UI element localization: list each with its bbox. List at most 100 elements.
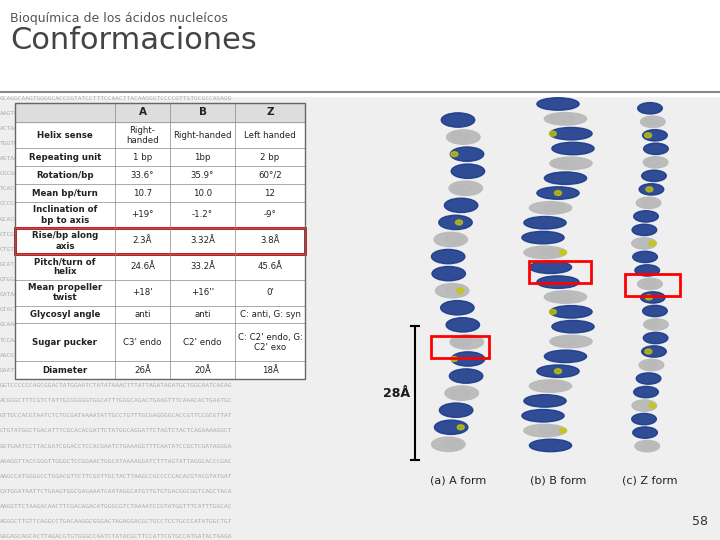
Text: anti: anti (194, 310, 211, 319)
Ellipse shape (638, 103, 662, 114)
Text: Conformaciones: Conformaciones (10, 26, 257, 55)
Text: Z: Z (266, 107, 274, 118)
Ellipse shape (643, 332, 668, 343)
Ellipse shape (524, 246, 566, 259)
Ellipse shape (446, 318, 480, 332)
Ellipse shape (649, 241, 656, 246)
Text: +16'': +16'' (191, 288, 214, 297)
Ellipse shape (552, 338, 577, 345)
Ellipse shape (456, 220, 462, 225)
Text: 45.6Å: 45.6Å (258, 262, 282, 271)
Text: GTACTATGTTAAATGCCAATCAGGAACCTCGGACTGGTTGGTGAATCTTCCCAGAGAGACTA: GTACTATGTTAAATGCCAATCAGGAACCTCGGACTGGTTG… (0, 307, 233, 312)
Ellipse shape (529, 380, 572, 392)
Text: Glycosyl angle: Glycosyl angle (30, 310, 100, 319)
Text: 28Å: 28Å (383, 387, 410, 400)
Text: GCACGAACGACGCTATGTTGCTCTCGTGTGGTTTACAAGTCGATGTGTACACTGACACACCT: GCACGAACGACGCTATGTTGCTCTCGTGTGGTTTACAAGT… (0, 217, 233, 221)
Text: AAAGGTTACCGGGTTGGGCTCCGGAACTGGCATAAAAGGATCTTTAGTATTAGGCACCCGAC: AAAGGTTACCGGGTTGGGCTCCGGAACTGGCATAAAAGGA… (0, 458, 233, 464)
Text: GAGAGCAGCACTTAGACGTGTGGGCCAATCTATACGCTTCCATTCGTGCCATGATACTAAGA: GAGAGCAGCACTTAGACGTGTGGGCCAATCTATACGCTTC… (0, 534, 233, 539)
Ellipse shape (446, 286, 464, 295)
Ellipse shape (537, 365, 579, 377)
Text: CTGTATGGCTGACATTTCGCACACGATTCTATGGCAGGATTCTAGTCTACTCAGAAAAGGCT: CTGTATGGCTGACATTTCGCACACGATTCTATGGCAGGAT… (0, 428, 233, 434)
Text: AGGGCTTGTTCAGGCCTGACAAGGCGGGACTAGAGGACGCTGCCTCCTGCCCATATGGCTGT: AGGGCTTGTTCAGGCCTGACAAGGCGGGACTAGAGGACGC… (0, 519, 233, 524)
Ellipse shape (539, 427, 564, 434)
Ellipse shape (449, 369, 483, 383)
Bar (0, 0, 720, 96)
Text: Pitch/turn of
helix: Pitch/turn of helix (35, 257, 96, 276)
Ellipse shape (451, 152, 458, 157)
Ellipse shape (542, 382, 566, 390)
Ellipse shape (642, 170, 666, 181)
Text: 2 bp: 2 bp (261, 153, 279, 162)
Ellipse shape (646, 187, 653, 192)
Ellipse shape (529, 261, 572, 274)
Text: B: B (199, 107, 207, 118)
Text: GCAGGCAAGTGGGGCACCCGTATCCTTTCCAACTTACAAGGGTCCCCGTTGTGCGCCAGAGG: GCAGGCAAGTGGGGCACCCGTATCCTTTCCAACTTACAAG… (0, 96, 233, 100)
Text: GAATTGGGTCCTTTTTTGGGGTCATACGCTGTGAAACTCATACCCATTATATGGCGGGAGGC: GAATTGGGTCCTTTTTTGGGGTCATACGCTGTGAAACTCA… (0, 368, 233, 373)
Text: CTGTATATGGACAATTAGTCTTCACAAACAGCGATAGGCTCGATAATCAGATTTCACCTTCA: CTGTATATGGACAATTAGTCTTCACAAACAGCGATAGGCT… (0, 247, 233, 252)
Ellipse shape (457, 425, 464, 430)
Text: (c) Z form: (c) Z form (622, 476, 678, 486)
Ellipse shape (550, 306, 592, 318)
Ellipse shape (559, 428, 567, 433)
Ellipse shape (636, 373, 661, 384)
Ellipse shape (524, 424, 566, 437)
Text: 24.6Å: 24.6Å (130, 262, 155, 271)
Text: AAGGTTCTAAGACAACTTCGACAGACATGGGCGTCTAAAATCCGTATGGTTTCATTTGGCAC: AAGGTTCTAAGACAACTTCGACAGACATGGGCGTCTAAAA… (0, 504, 233, 509)
Ellipse shape (550, 157, 592, 170)
Ellipse shape (642, 443, 656, 449)
Ellipse shape (644, 118, 658, 125)
Text: 0': 0' (266, 288, 274, 297)
Ellipse shape (646, 321, 660, 328)
Ellipse shape (632, 224, 657, 235)
Ellipse shape (643, 305, 667, 316)
Ellipse shape (450, 335, 484, 349)
Text: CATGGATAATTCTGAAGTGGCGAGAAATCAATAGGCATGTTGTGTGACGGCGGTCAGCTACA: CATGGATAATTCTGAAGTGGCGAGAAATCAATAGGCATGT… (0, 489, 233, 494)
Ellipse shape (451, 352, 485, 366)
Text: CCCCGGACACCGGTGTTTTTAGTCGGTATACGCAACACGCGCACACCTATATGCAACAATAG: CCCCGGACACCGGTGTTTTTAGTCGGTATACGCAACACGC… (0, 201, 233, 206)
Ellipse shape (529, 201, 572, 214)
Ellipse shape (552, 320, 594, 333)
Ellipse shape (441, 301, 474, 315)
Ellipse shape (631, 238, 657, 249)
Ellipse shape (640, 240, 654, 247)
Ellipse shape (644, 362, 657, 368)
Text: 33.6°: 33.6° (131, 171, 154, 180)
Text: C: anti, G: syn: C: anti, G: syn (240, 310, 300, 319)
Text: -9°: -9° (264, 211, 276, 219)
Ellipse shape (445, 386, 478, 400)
Ellipse shape (522, 409, 564, 422)
Ellipse shape (451, 356, 457, 361)
Text: 1bp: 1bp (194, 153, 211, 162)
Text: TGGTGGAGGTTCAGGCGACACCTAGGAGGACACGGGTCTTATAATCCCCCTTGCTGCAGTAA: TGGTGGAGGTTCAGGCGACACCTAGGAGGACACGGGTCTT… (0, 141, 233, 146)
Text: AGTACAAGGTCGATAAGTCCGGTCCCACATATCCTGTGAAACAGATTCTGACAAGTTACTCT: AGTACAAGGTCGATAAGTCCGGTCCCACATATCCTGTGAA… (0, 156, 233, 161)
Text: anti: anti (134, 310, 150, 319)
Text: CTCGGGCTTCGGTGATGTATTTTACTTGTGCAACACCCAGCTACCTGGGCCCATCTTGACGG: CTCGGGCTTCGGTGATGTATTTTACTTGTGCAACACCCAG… (0, 232, 233, 237)
Text: 60°/2: 60°/2 (258, 171, 282, 180)
Ellipse shape (544, 172, 587, 185)
Ellipse shape (643, 157, 668, 168)
Ellipse shape (457, 288, 464, 293)
Bar (15, 103, 305, 379)
Ellipse shape (446, 130, 480, 144)
Bar (15, 228, 305, 254)
Ellipse shape (633, 251, 657, 262)
Ellipse shape (631, 414, 657, 425)
Ellipse shape (636, 197, 661, 208)
Text: Sugar pucker: Sugar pucker (32, 338, 97, 347)
Ellipse shape (552, 142, 594, 155)
Text: Left handed: Left handed (244, 131, 296, 140)
Ellipse shape (550, 335, 592, 348)
Ellipse shape (529, 439, 572, 451)
Text: 2.3Å: 2.3Å (132, 237, 152, 245)
Ellipse shape (537, 98, 579, 110)
Bar (15, 103, 305, 123)
Text: Inclination of
bp to axis: Inclination of bp to axis (33, 205, 97, 225)
Ellipse shape (641, 292, 665, 303)
Ellipse shape (643, 281, 657, 287)
Text: CATAGGACCAAGCAGCTGCCGTGCAAGCACGACAGCAGAATTGTGTAGGAGGTGCATTCAAT: CATAGGACCAAGCAGCTGCCGTGCAAGCACGACAGCAGAA… (0, 292, 233, 297)
Ellipse shape (439, 403, 473, 417)
Text: Rise/bp along
axis: Rise/bp along axis (32, 231, 98, 251)
Text: 33.2Å: 33.2Å (190, 262, 215, 271)
Text: GGTCCCCCCAGCGGACTATGGAATCTATATAAACTTTATTAGATAGATGCTGGCAATCACAG: GGTCCCCCCAGCGGACTATGGAATCTATATAAACTTTATT… (0, 383, 233, 388)
Text: AAGCCATGGGGCCTGGACGTTCTTCGGTTGCTACTTAAGCCGCCCCCACACGTACGTATGAT: AAGCCATGGGGCCTGGACGTTCTTCGGTTGCTACTTAAGC… (0, 474, 233, 479)
